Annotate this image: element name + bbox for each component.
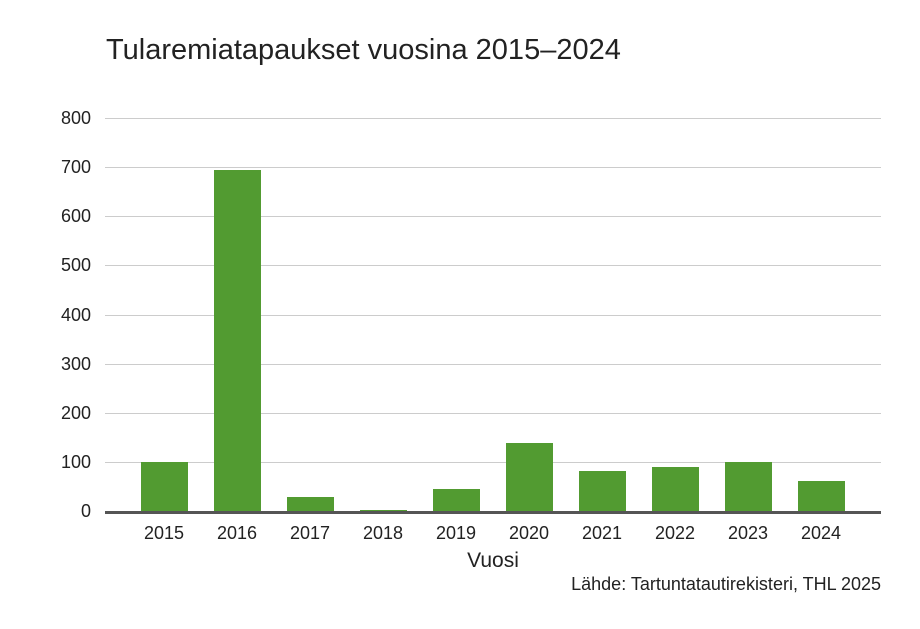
gridline (105, 315, 881, 316)
bar-2024 (797, 480, 845, 512)
x-tick-label: 2023 (727, 523, 769, 543)
y-tick-label: 200 (60, 402, 91, 423)
bar-2016 (213, 169, 261, 512)
bar-2021 (578, 470, 626, 512)
x-tick-label: 2018 (362, 523, 404, 543)
gridline (105, 413, 881, 414)
x-tick-label: 2022 (654, 523, 696, 543)
y-tick-label: 0 (80, 501, 91, 521)
bar-2018 (359, 509, 407, 512)
y-tick-label: 400 (60, 304, 91, 325)
gridline (105, 462, 881, 463)
bar-2015 (140, 461, 188, 512)
x-tick-label: 2015 (143, 523, 185, 543)
y-tick-label: 100 (60, 451, 91, 472)
gridline (105, 167, 881, 168)
y-tick-label: 500 (60, 255, 91, 276)
bar-2022 (651, 467, 699, 512)
gridline (105, 216, 881, 217)
y-tick-label: 800 (60, 108, 91, 128)
x-tick-label: 2020 (508, 523, 550, 543)
y-tick-label: 300 (60, 353, 91, 374)
bar-2017 (286, 497, 334, 512)
source-note: Lähde: Tartuntatautirekisteri, THL 2025 (571, 574, 881, 594)
x-tick-label: 2016 (216, 523, 258, 543)
bar-2019 (432, 489, 480, 512)
gridline (105, 118, 881, 119)
bar-2023 (724, 461, 772, 512)
x-axis-line (105, 511, 881, 514)
gridline (105, 265, 881, 266)
y-tick-label: 600 (60, 206, 91, 227)
chart-title: Tularemiatapaukset vuosina 2015–2024 (106, 34, 621, 66)
x-tick-label: 2024 (800, 523, 842, 543)
gridline (105, 364, 881, 365)
bar-2020 (505, 442, 553, 512)
x-tick-label: 2021 (581, 523, 623, 543)
y-tick-label: 700 (60, 157, 91, 178)
x-tick-label: 2017 (289, 523, 331, 543)
x-axis-label: Vuosi (467, 549, 519, 572)
x-tick-label: 2019 (435, 523, 477, 543)
